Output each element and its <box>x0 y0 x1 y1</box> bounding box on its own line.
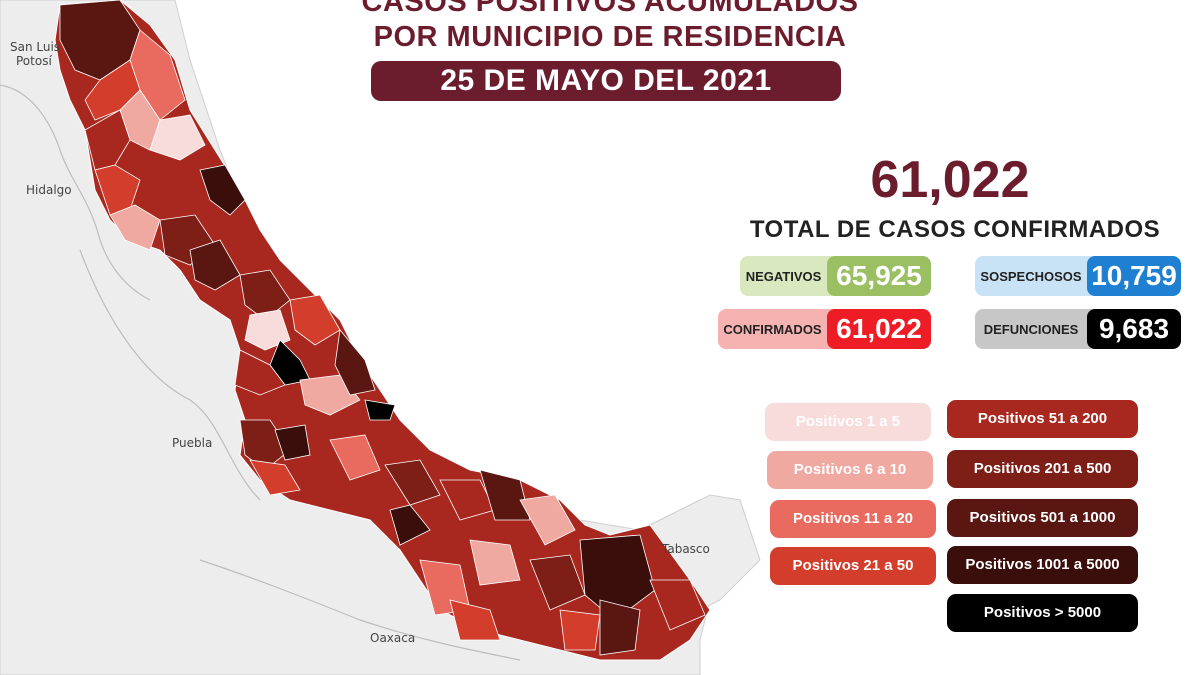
stat-sospechosos-label: SOSPECHOSOS <box>980 268 1082 284</box>
label-slp-line1: San Luis <box>10 40 61 54</box>
legend-1-5: Positivos 1 a 5 <box>765 403 931 441</box>
legend-1001-5000: Positivos 1001 a 5000 <box>947 546 1138 584</box>
stat-defunciones: DEFUNCIONES 9,683 <box>975 309 1181 349</box>
stat-defunciones-label: DEFUNCIONES <box>983 321 1079 337</box>
legend-21-50: Positivos 21 a 50 <box>770 547 936 585</box>
label-slp-line2: Potosí <box>16 54 52 68</box>
title-line2: POR MUNICIPIO DE RESIDENCIA <box>373 21 847 53</box>
stat-confirmados-label: CONFIRMADOS <box>723 321 822 337</box>
legend-201-500: Positivos 201 a 500 <box>947 450 1138 488</box>
label-puebla: Puebla <box>172 436 213 450</box>
stat-confirmados: CONFIRMADOS 61,022 <box>718 309 931 349</box>
state-borders <box>0 84 521 661</box>
legend-11-20: Positivos 11 a 20 <box>770 500 936 538</box>
label-hidalgo: Hidalgo <box>26 183 72 197</box>
stat-sospechosos: SOSPECHOSOS 10,759 <box>975 256 1181 296</box>
stat-confirmados-value: 61,022 <box>827 309 931 349</box>
total-number: 61,022 <box>870 151 1030 209</box>
legend-51-200: Positivos 51 a 200 <box>947 400 1138 438</box>
stat-negativos-value: 65,925 <box>827 256 931 296</box>
municipality-shading <box>59 0 706 656</box>
legend-6-10: Positivos 6 a 10 <box>767 451 933 489</box>
label-oaxaca: Oaxaca <box>370 631 416 645</box>
stat-negativos: NEGATIVOS 65,925 <box>740 256 931 296</box>
total-label: TOTAL DE CASOS CONFIRMADOS <box>749 216 1161 243</box>
stat-defunciones-value: 9,683 <box>1087 309 1181 349</box>
legend-over-5000: Positivos > 5000 <box>947 594 1138 632</box>
label-tabasco: Tabasco <box>662 542 710 556</box>
title-line1: CASOS POSITIVOS ACUMULADOS <box>361 0 859 18</box>
label-san-luis-potosi: San Luis Potosí <box>10 40 60 68</box>
stat-negativos-label: NEGATIVOS <box>745 268 822 284</box>
stat-sospechosos-value: 10,759 <box>1087 256 1181 296</box>
legend-501-1000: Positivos 501 a 1000 <box>947 499 1138 537</box>
date-banner: 25 DE MAYO DEL 2021 <box>371 61 841 101</box>
